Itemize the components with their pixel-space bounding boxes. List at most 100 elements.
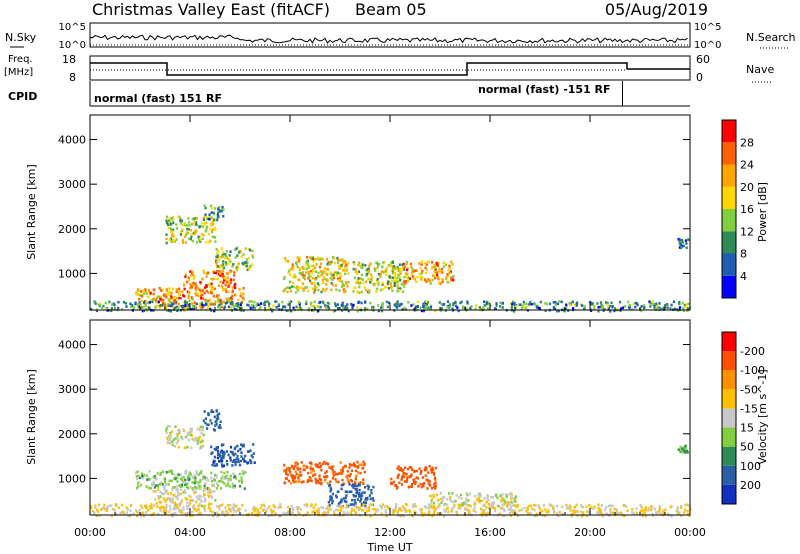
data-cell [684,503,687,507]
data-cell [635,511,638,515]
data-cell [460,502,463,505]
data-cell [676,506,679,509]
data-cell [239,459,243,463]
data-cell [436,273,439,277]
data-cell [155,300,158,304]
data-cell [409,262,413,266]
data-cell [504,500,507,503]
data-cell [182,508,185,511]
data-cell [279,503,282,506]
data-cell [392,265,395,268]
data-cell [198,225,202,228]
data-cell [163,509,166,513]
velocity-ytick-label: 4000 [58,339,86,352]
data-cell [308,479,311,482]
data-cell [387,506,390,510]
data-cell [679,242,682,246]
data-cell [360,494,364,498]
data-cell [213,218,216,222]
data-cell [555,512,559,515]
velocity-colorbar-tick: 200 [740,479,761,492]
data-cell [284,257,287,260]
data-cell [227,453,230,457]
data-cell [216,505,219,508]
data-cell [102,506,105,509]
data-cell [212,461,216,464]
data-cell [313,300,316,304]
data-cell [232,305,235,308]
data-cell [144,288,147,291]
data-cell [177,493,181,497]
data-cell [318,265,322,269]
data-cell [452,275,455,278]
data-cell [184,497,187,500]
data-cell [207,412,210,415]
data-cell [323,276,326,279]
data-cell [225,484,228,488]
data-cell [289,470,292,474]
data-cell [306,262,309,266]
data-cell [186,445,189,449]
data-cell [385,266,388,270]
data-cell [662,306,665,310]
data-cell [313,305,316,308]
data-cell [296,260,299,264]
data-cell [302,480,305,483]
data-cell [297,307,300,310]
count-tick-top: 10^5 [59,22,86,33]
data-cell [401,290,405,293]
data-cell [171,235,174,238]
data-cell [279,505,282,509]
data-cell [511,509,514,512]
data-cell [435,507,438,510]
data-cell [282,469,285,473]
data-cell [180,219,183,223]
data-cell [661,509,664,513]
data-cell [378,263,381,266]
data-cell [317,288,320,292]
data-cell [300,481,303,484]
data-cell [522,306,525,310]
data-cell [344,465,347,468]
data-cell [653,306,656,310]
data-cell [286,290,289,294]
data-cell [329,508,332,512]
data-cell [474,307,477,311]
data-cell [515,305,518,308]
data-cell [422,482,425,486]
data-cell [298,266,301,270]
data-cell [641,514,644,518]
data-cell [224,287,227,291]
data-cell [678,238,681,242]
data-cell [99,508,103,511]
data-cell [217,258,220,262]
data-cell [382,503,385,506]
data-cell [359,281,362,285]
data-cell [358,494,361,497]
data-cell [628,305,631,309]
data-cell [601,514,604,518]
data-cell [351,503,354,506]
data-cell [333,471,336,474]
data-cell [290,481,293,485]
data-cell [149,504,152,508]
data-cell [476,498,479,502]
data-cell [415,469,418,473]
data-cell [401,474,404,478]
data-cell [410,304,413,307]
data-cell [420,272,423,275]
data-cell [400,483,404,486]
data-cell [170,470,173,474]
data-cell [149,486,153,490]
data-cell [529,512,532,515]
data-cell [235,460,238,463]
data-cell [341,468,344,471]
data-cell [644,508,647,511]
data-cell [441,280,444,284]
data-cell [283,513,286,516]
data-cell [240,451,243,454]
data-cell [368,494,371,497]
data-cell [452,500,455,504]
data-cell [298,271,301,275]
data-cell [225,450,229,453]
